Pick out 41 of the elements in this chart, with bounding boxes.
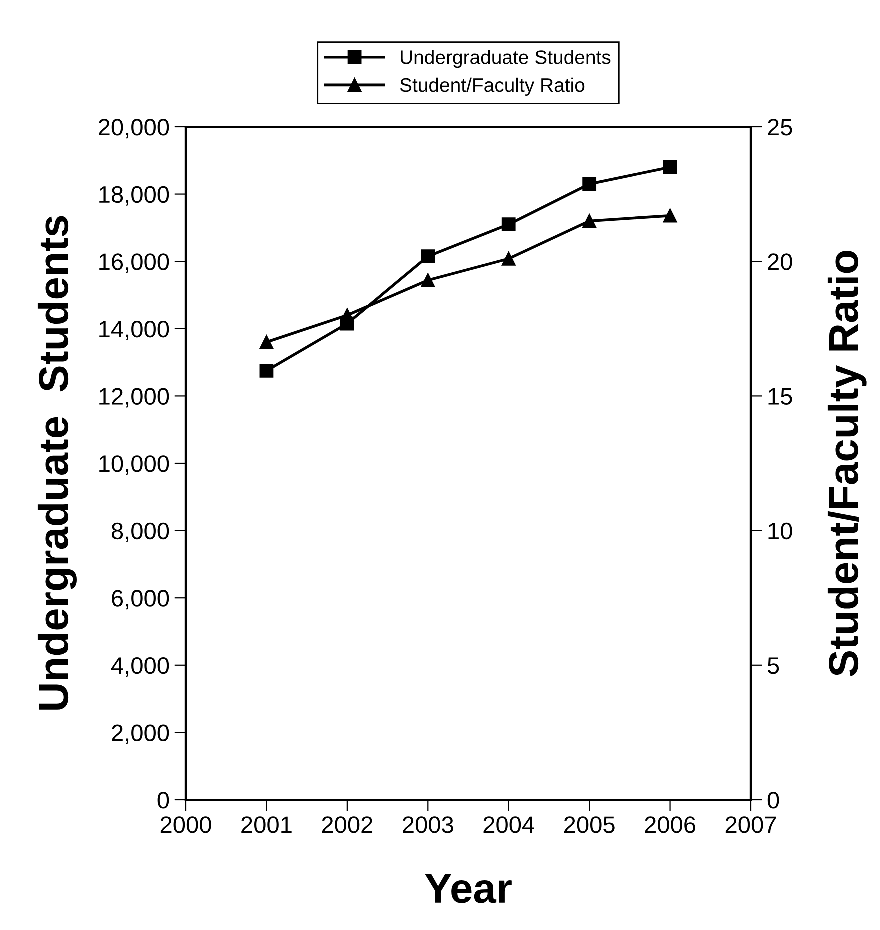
y-tick-label: 16,000 <box>100 254 170 274</box>
x-tick-label: 2006 <box>645 816 696 834</box>
x-axis-title: Year <box>425 874 512 904</box>
y2-tick-label: 15 <box>768 388 792 405</box>
y-tick-label: 0 <box>158 792 170 809</box>
x-tick-label: 2000 <box>160 816 212 834</box>
y2-tick-label: 10 <box>768 522 792 540</box>
legend-label: Undergraduate Students <box>401 50 611 68</box>
y-tick-label: 2,000 <box>112 724 170 744</box>
point <box>663 160 678 174</box>
point <box>582 214 597 228</box>
x-tick-label: 2007 <box>726 816 776 834</box>
point <box>582 177 597 192</box>
point <box>502 218 516 232</box>
y-tick-label: 8,000 <box>112 522 170 542</box>
y-tick-label: 18,000 <box>100 186 170 206</box>
y2-axis-title: Student/Faculty Ratio <box>828 250 867 676</box>
legend-label: Student/Faculty Ratio <box>400 78 585 96</box>
x-tick-label: 2004 <box>484 816 534 834</box>
x-tick-label: 2001 <box>242 816 292 834</box>
y2-tick-label: 20 <box>768 254 792 270</box>
y2-tick-label: 5 <box>768 658 780 674</box>
point <box>663 208 678 223</box>
point <box>260 335 274 350</box>
y-axis-title: Undergraduate Students <box>38 216 77 710</box>
x-tick-label: 2005 <box>564 816 615 834</box>
y-tick-label: 20,000 <box>99 119 170 139</box>
y-tick-label: 6,000 <box>112 590 170 610</box>
y2-tick-label: 0 <box>768 792 780 809</box>
x-tick-label: 2002 <box>322 816 373 834</box>
y-tick-label: 4,000 <box>111 657 170 677</box>
point <box>502 252 516 266</box>
y-tick-label: 10,000 <box>100 456 170 476</box>
point <box>260 364 274 378</box>
point <box>421 274 436 288</box>
y-tick-label: 14,000 <box>100 320 170 340</box>
y-tick-label: 12,000 <box>100 388 170 408</box>
y2-tick-label: 25 <box>768 119 792 136</box>
point <box>340 308 354 322</box>
x-tick-label: 2003 <box>403 816 454 834</box>
point <box>421 250 436 264</box>
